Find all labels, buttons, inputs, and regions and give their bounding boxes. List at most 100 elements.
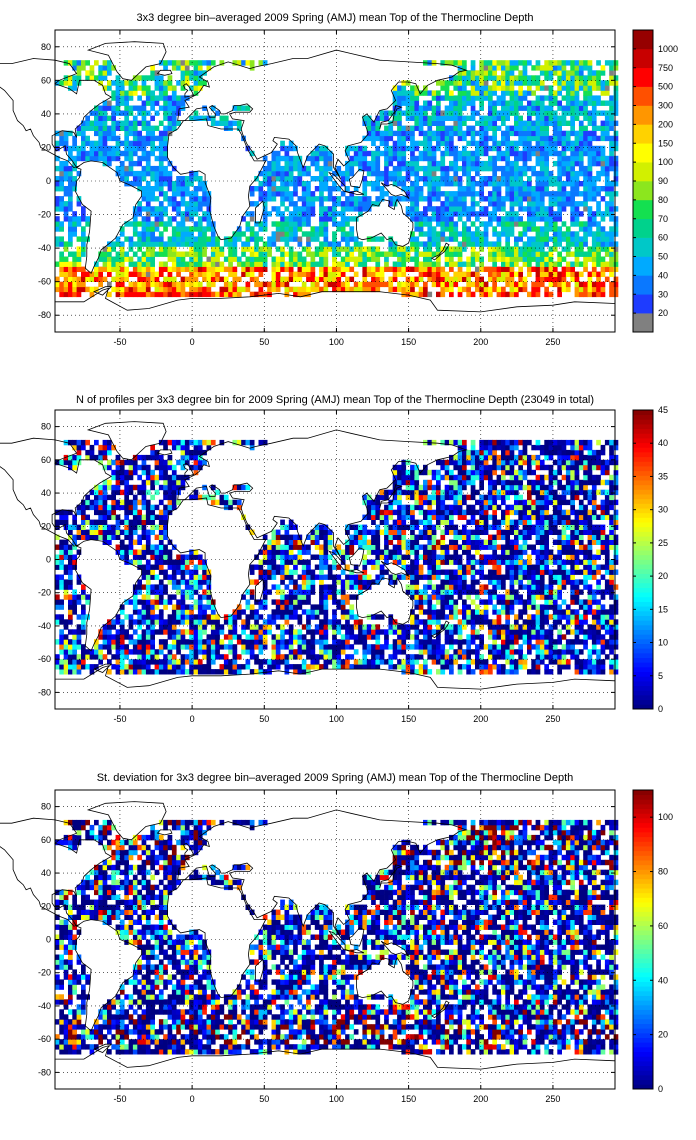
data-cell bbox=[340, 664, 346, 670]
data-cell bbox=[522, 170, 528, 177]
data-cell bbox=[375, 201, 381, 207]
data-cell bbox=[184, 276, 190, 282]
data-cell bbox=[379, 251, 385, 257]
data-cell bbox=[232, 271, 238, 277]
data-cell bbox=[591, 619, 597, 625]
data-cell bbox=[180, 95, 186, 101]
data-cell bbox=[176, 65, 181, 71]
data-cell bbox=[171, 251, 177, 257]
data-cell bbox=[145, 100, 151, 106]
data-cell bbox=[414, 170, 420, 177]
data-cell bbox=[548, 211, 554, 217]
data-cell bbox=[466, 286, 471, 293]
data-cell bbox=[197, 629, 203, 635]
data-cell bbox=[397, 135, 402, 142]
data-cell bbox=[202, 261, 207, 267]
data-cell bbox=[583, 60, 588, 66]
data-cell bbox=[154, 206, 160, 212]
data-cell bbox=[176, 251, 181, 257]
data-cell bbox=[539, 256, 545, 262]
data-cell bbox=[158, 160, 164, 167]
data-cell bbox=[509, 261, 515, 267]
data-cell bbox=[158, 659, 164, 665]
data-cell bbox=[401, 634, 407, 640]
data-cell bbox=[505, 65, 510, 71]
data-cell bbox=[392, 165, 398, 172]
data-cell bbox=[319, 211, 324, 217]
data-cell bbox=[492, 165, 497, 172]
data-cell bbox=[81, 624, 86, 630]
data-cell bbox=[557, 654, 562, 660]
data-cell bbox=[552, 130, 558, 137]
data-cell bbox=[280, 266, 285, 272]
data-cell bbox=[98, 125, 103, 131]
data-cell bbox=[150, 261, 155, 267]
data-cell bbox=[440, 201, 446, 207]
data-cell bbox=[366, 659, 372, 665]
data-cell bbox=[436, 241, 441, 247]
data-cell bbox=[132, 639, 138, 645]
data-cell bbox=[457, 155, 463, 162]
data-cell bbox=[548, 669, 554, 675]
data-cell bbox=[492, 100, 497, 106]
data-cell bbox=[297, 176, 303, 182]
data-cell bbox=[436, 654, 441, 660]
data-cell bbox=[323, 271, 329, 277]
data-cell bbox=[210, 281, 216, 288]
data-cell bbox=[496, 619, 502, 625]
data-cell bbox=[297, 206, 303, 212]
data-cell bbox=[591, 135, 597, 142]
data-cell bbox=[102, 110, 108, 116]
data-cell bbox=[565, 140, 571, 147]
data-cell bbox=[384, 191, 389, 197]
data-cell bbox=[505, 140, 510, 147]
data-cell bbox=[55, 659, 60, 665]
data-cell bbox=[436, 251, 441, 257]
data-cell bbox=[436, 246, 441, 252]
data-cell bbox=[210, 639, 216, 645]
data-cell bbox=[59, 664, 64, 670]
data-cell bbox=[197, 181, 203, 187]
data-cell bbox=[215, 649, 220, 655]
data-cell bbox=[509, 216, 515, 222]
data-cell bbox=[449, 614, 454, 620]
data-cell bbox=[301, 659, 307, 665]
data-cell bbox=[267, 241, 272, 247]
data-cell bbox=[436, 160, 441, 167]
data-cell bbox=[492, 191, 497, 197]
data-cell bbox=[59, 261, 64, 267]
data-cell bbox=[561, 155, 567, 162]
data-cell bbox=[501, 130, 506, 137]
data-cell bbox=[574, 261, 580, 267]
data-cell bbox=[141, 609, 147, 615]
data-cell bbox=[501, 256, 506, 262]
data-cell bbox=[440, 120, 446, 126]
data-cell bbox=[496, 271, 502, 277]
data-cell bbox=[401, 176, 407, 182]
data-cell bbox=[518, 246, 523, 252]
data-cell bbox=[527, 135, 532, 142]
data-cell bbox=[518, 236, 523, 242]
data-cell bbox=[193, 170, 199, 177]
data-cell bbox=[384, 125, 389, 131]
data-cell bbox=[249, 231, 255, 237]
data-cell bbox=[349, 654, 355, 660]
data-cell bbox=[570, 619, 575, 625]
data-cell bbox=[561, 105, 567, 111]
data-cell bbox=[241, 241, 246, 247]
data-cell bbox=[609, 135, 614, 142]
data-cell bbox=[137, 120, 142, 126]
data-cell bbox=[158, 60, 164, 66]
data-cell bbox=[539, 236, 545, 242]
data-cell bbox=[570, 170, 575, 177]
data-cell bbox=[561, 80, 567, 86]
data-cell bbox=[163, 206, 168, 212]
data-cell bbox=[561, 135, 567, 142]
data-cell bbox=[392, 624, 398, 630]
data-cell bbox=[98, 155, 103, 162]
data-cell bbox=[492, 211, 497, 217]
data-cell bbox=[184, 251, 190, 257]
data-cell bbox=[163, 125, 168, 131]
data-cell bbox=[76, 70, 82, 76]
